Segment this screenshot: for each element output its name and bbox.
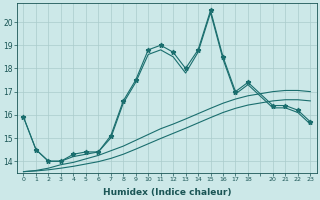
X-axis label: Humidex (Indice chaleur): Humidex (Indice chaleur) xyxy=(103,188,231,197)
